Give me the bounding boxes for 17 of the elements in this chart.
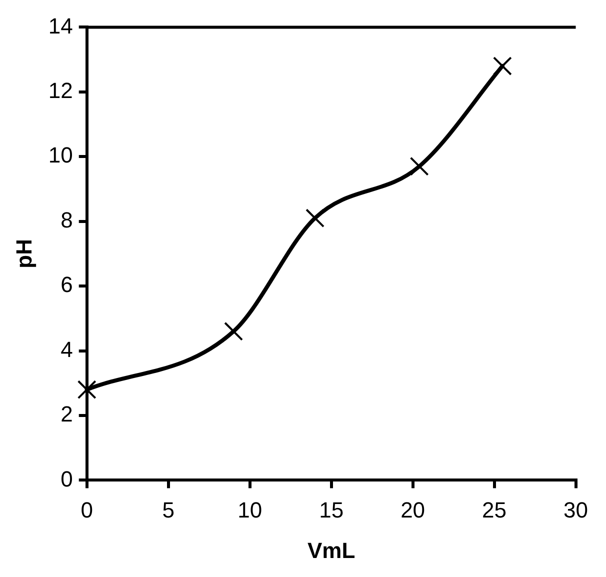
x-tick-label: 30 <box>564 497 588 522</box>
x-tick-label: 10 <box>238 497 262 522</box>
x-axis-title: VmL <box>307 538 356 563</box>
y-tick-label: 4 <box>60 336 73 362</box>
x-tick-label: 15 <box>319 497 344 522</box>
x-tick-label: 0 <box>80 497 93 522</box>
y-tick-label: 8 <box>60 207 73 232</box>
y-tick-label: 14 <box>48 13 73 38</box>
y-tick-label: 10 <box>48 142 73 168</box>
y-axis-title: pH <box>11 239 36 268</box>
y-tick-label: 0 <box>60 466 73 492</box>
x-tick-label: 20 <box>400 497 426 522</box>
y-tick-label: 2 <box>60 402 73 427</box>
x-tick-label: 25 <box>482 497 507 522</box>
y-tick-label: 12 <box>48 78 73 103</box>
y-tick-label: 6 <box>60 272 73 298</box>
x-tick-label: 5 <box>162 497 174 522</box>
